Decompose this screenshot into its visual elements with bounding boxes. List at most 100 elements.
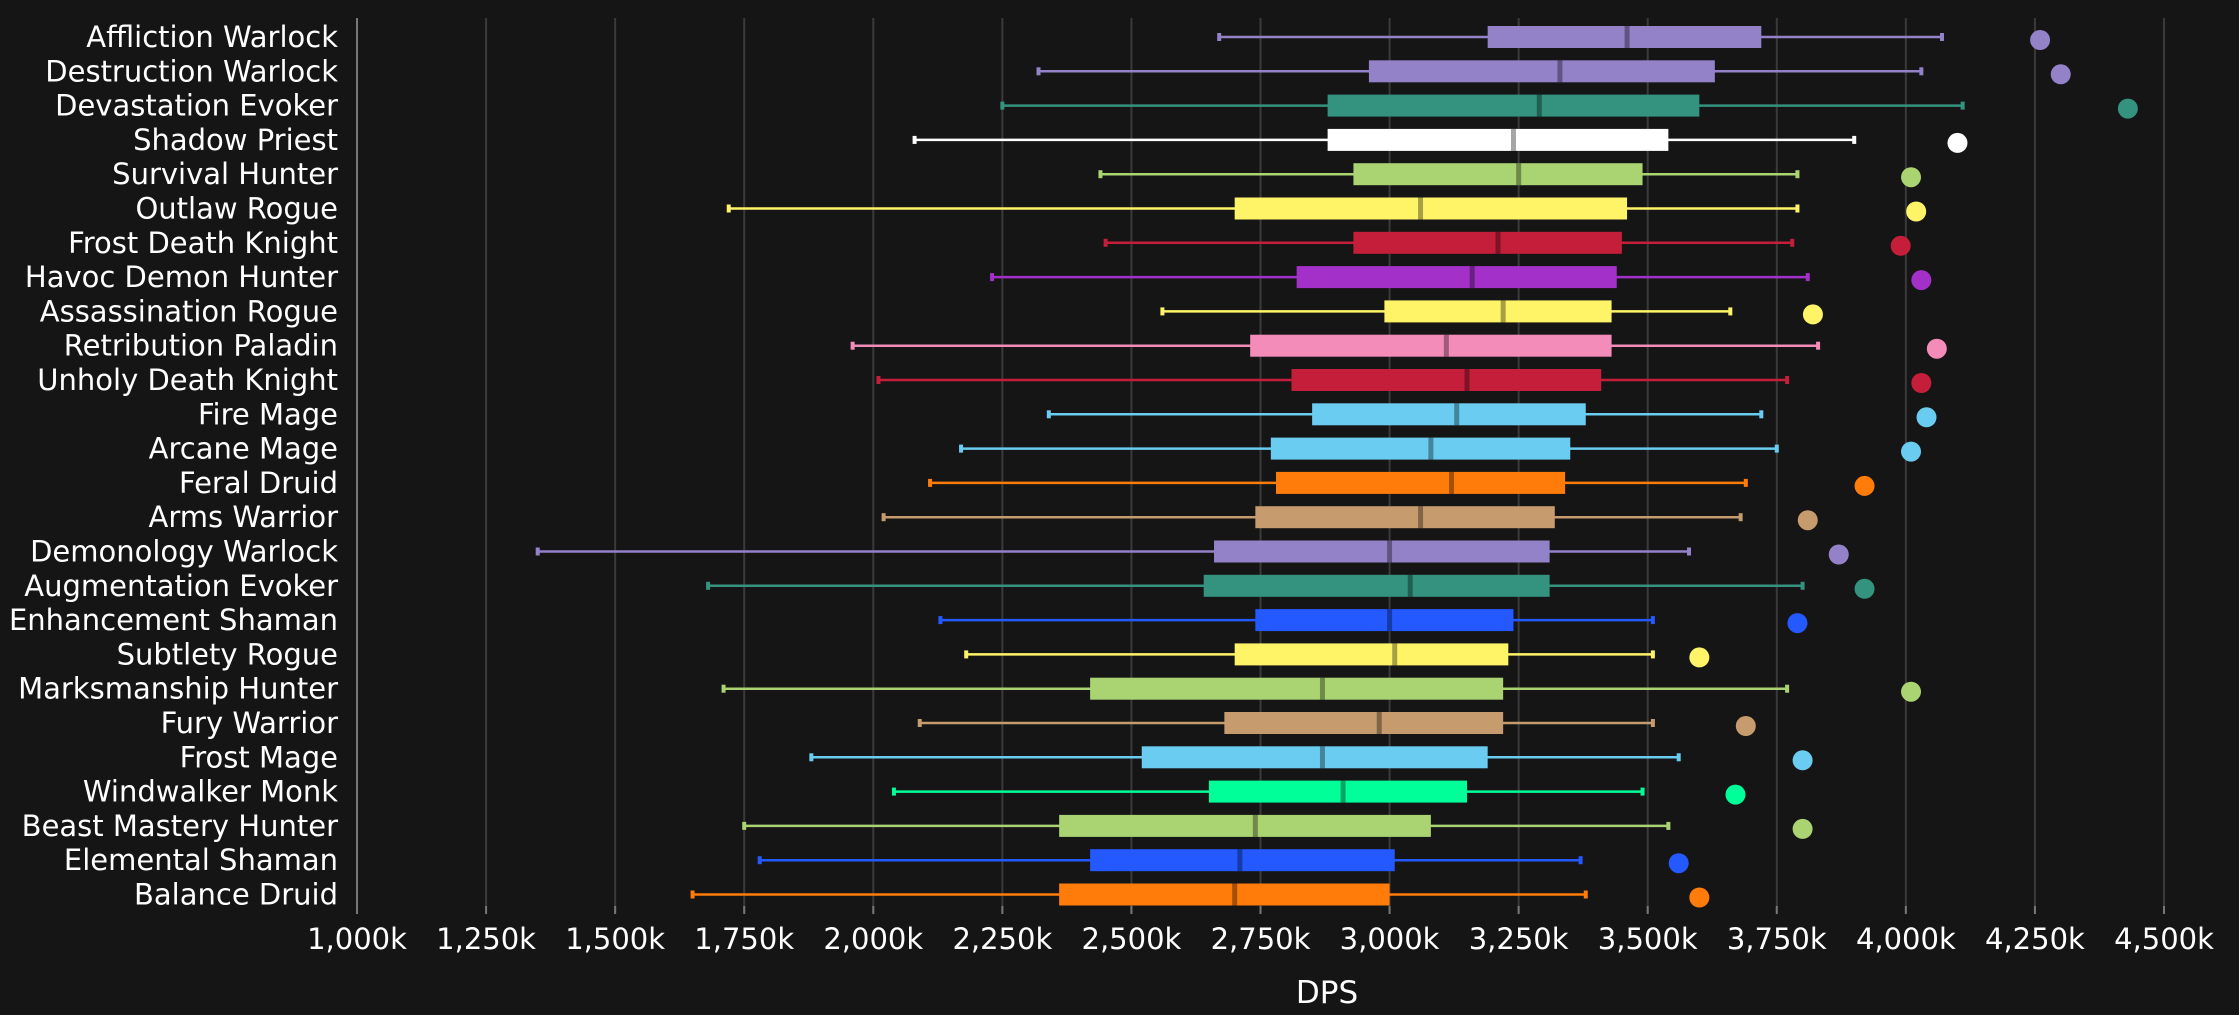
iqr-box xyxy=(1296,266,1617,289)
box-row xyxy=(938,609,1808,634)
iqr-box xyxy=(1368,60,1715,83)
x-tick-label: 3,500k xyxy=(1598,922,1698,956)
spec-rows xyxy=(535,26,2138,908)
x-tick-label: 1,500k xyxy=(565,922,665,956)
iqr-box xyxy=(1487,26,1762,48)
spec-label: Unholy Death Knight xyxy=(37,363,338,397)
x-tick-label: 2,000k xyxy=(823,922,923,956)
spec-label: Elemental Shaman xyxy=(64,843,338,877)
outlier-point xyxy=(1797,510,1818,531)
outlier-point xyxy=(1828,544,1849,565)
x-tick-label: 2,500k xyxy=(1082,922,1182,956)
spec-label: Affliction Warlock xyxy=(86,20,338,54)
iqr-box xyxy=(1141,746,1488,769)
spec-label: Beast Mastery Hunter xyxy=(22,809,338,843)
iqr-box xyxy=(1059,883,1390,906)
x-tick-label: 3,000k xyxy=(1340,922,1440,956)
outlier-point xyxy=(1890,235,1911,256)
x-tick-label: 3,750k xyxy=(1727,922,1827,956)
box-row xyxy=(881,506,1818,531)
x-tick-label: 1,750k xyxy=(694,922,794,956)
spec-label: Outlaw Rogue xyxy=(135,192,338,226)
iqr-box xyxy=(1250,334,1612,357)
outlier-point xyxy=(1689,647,1710,668)
spec-label: Augmentation Evoker xyxy=(24,569,338,603)
x-tick-label: 1,000k xyxy=(307,922,407,956)
spec-label: Devastation Evoker xyxy=(55,89,338,123)
box-row xyxy=(1160,300,1823,325)
outlier-point xyxy=(1906,201,1927,222)
box-row xyxy=(850,334,1947,359)
box-row xyxy=(535,540,1849,565)
box-row xyxy=(891,780,1746,805)
iqr-box xyxy=(1234,197,1628,220)
iqr-box xyxy=(1090,849,1395,872)
box-row xyxy=(1098,163,1922,188)
x-axis-title: DPS xyxy=(1296,975,1358,1011)
iqr-box xyxy=(1384,300,1612,323)
box-row xyxy=(809,746,1813,771)
spec-label: Marksmanship Hunter xyxy=(18,672,338,706)
outlier-point xyxy=(1802,304,1823,325)
spec-label: Enhancement Shaman xyxy=(9,603,338,637)
outlier-point xyxy=(1792,750,1813,771)
outlier-point xyxy=(1668,853,1689,874)
iqr-box xyxy=(1203,574,1550,597)
outlier-point xyxy=(1854,475,1875,496)
box-row xyxy=(912,128,1968,153)
spec-label: Shadow Priest xyxy=(133,123,338,157)
outlier-point xyxy=(1854,578,1875,599)
spec-label: Balance Druid xyxy=(134,878,338,912)
box-row xyxy=(928,471,1875,496)
x-tick-label: 2,750k xyxy=(1211,922,1311,956)
outlier-point xyxy=(1901,441,1922,462)
spec-label: Destruction Warlock xyxy=(45,54,338,88)
iqr-box xyxy=(1208,780,1468,803)
box-row xyxy=(876,369,1932,393)
spec-label: Demonology Warlock xyxy=(30,535,338,569)
iqr-box xyxy=(1275,471,1566,494)
outlier-point xyxy=(2117,98,2138,119)
iqr-box xyxy=(1255,506,1555,529)
spec-label: Survival Hunter xyxy=(112,157,338,191)
x-tick-label: 3,250k xyxy=(1469,922,1569,956)
spec-label: Arcane Mage xyxy=(149,432,338,466)
box-row xyxy=(726,197,1927,222)
outlier-point xyxy=(2050,64,2071,85)
iqr-box xyxy=(1327,128,1669,151)
iqr-box xyxy=(1224,712,1504,734)
box-row xyxy=(917,712,1756,736)
box-row xyxy=(1046,403,1937,428)
iqr-box xyxy=(1312,403,1586,426)
box-row xyxy=(721,677,1922,702)
outlier-point xyxy=(1725,784,1746,805)
box-row xyxy=(742,814,1813,839)
x-tick-label: 4,000k xyxy=(1856,922,1956,956)
spec-label: Windwalker Monk xyxy=(83,775,338,809)
spec-label: Retribution Paladin xyxy=(64,329,338,363)
spec-label: Fire Mage xyxy=(198,397,338,431)
outlier-point xyxy=(1911,270,1932,291)
x-tick-label: 1,250k xyxy=(436,922,536,956)
outlier-point xyxy=(1787,613,1808,634)
outlier-point xyxy=(1792,818,1813,839)
box-row xyxy=(706,574,1875,599)
outlier-point xyxy=(1901,681,1922,702)
iqr-box xyxy=(1255,609,1514,632)
iqr-box xyxy=(1090,677,1504,700)
outlier-point xyxy=(1689,887,1710,908)
iqr-box xyxy=(1270,437,1571,460)
iqr-box xyxy=(1353,163,1643,186)
iqr-box xyxy=(1353,231,1622,254)
spec-label: Arms Warrior xyxy=(149,500,339,534)
x-axis-ticks: 1,000k 1,250k 1,500k 1,750k 2,000k 2,250k 2,50… xyxy=(307,906,2214,956)
grid-lines xyxy=(485,18,2165,912)
outlier-point xyxy=(1916,407,1937,428)
box-row xyxy=(1036,60,2071,85)
iqr-box xyxy=(1059,814,1431,837)
spec-label: Feral Druid xyxy=(179,466,338,500)
spec-label: Fury Warrior xyxy=(161,706,339,740)
spec-label: Havoc Demon Hunter xyxy=(25,260,338,294)
